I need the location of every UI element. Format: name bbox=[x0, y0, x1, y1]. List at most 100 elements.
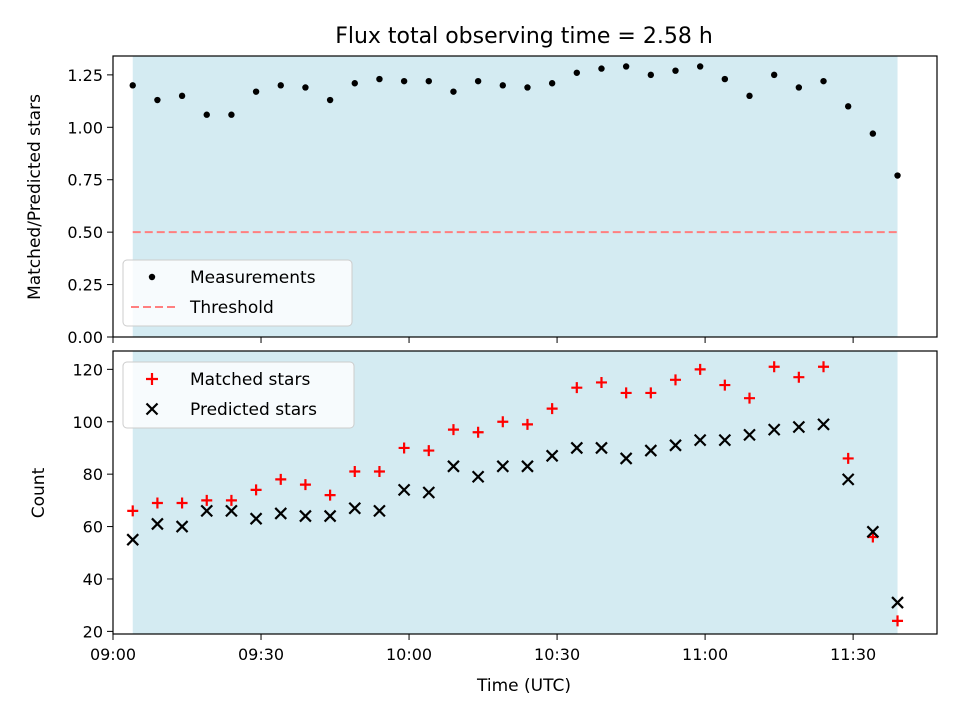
measurement-point bbox=[425, 77, 432, 85]
predicted-point bbox=[570, 441, 584, 455]
predicted-point bbox=[126, 533, 140, 546]
x-tick-label: 11:00 bbox=[682, 645, 728, 664]
measurement-point bbox=[277, 82, 284, 89]
measurement-point bbox=[598, 65, 605, 72]
matched-point bbox=[595, 376, 607, 388]
predicted-point bbox=[397, 483, 411, 497]
predicted-point bbox=[323, 509, 337, 523]
predicted-point bbox=[841, 473, 855, 486]
measurement-point bbox=[129, 82, 136, 89]
matched-point bbox=[176, 497, 188, 509]
y-tick-label: 60 bbox=[83, 518, 103, 537]
panel-counts: 20 40 60 80 100 120 09:00 09:30 10:00 10:30 11:00 1… bbox=[72, 350, 938, 664]
measurement-point bbox=[376, 75, 383, 83]
measurement-point bbox=[450, 88, 457, 95]
matched-point bbox=[250, 484, 262, 496]
predicted-point bbox=[817, 418, 830, 431]
matched-point bbox=[768, 361, 780, 373]
measurement-point bbox=[622, 63, 630, 70]
matched-point bbox=[546, 403, 558, 415]
matched-point bbox=[151, 497, 163, 509]
legend-bottom: Matched stars Predicted stars bbox=[122, 361, 355, 429]
y-tick-label: 20 bbox=[83, 622, 103, 641]
y-axis-label-count: Count bbox=[29, 467, 49, 518]
matched-point bbox=[472, 426, 484, 438]
predicted-point bbox=[299, 509, 312, 523]
predicted-point bbox=[595, 441, 608, 455]
predicted-point bbox=[348, 501, 362, 515]
matched-point bbox=[423, 445, 435, 457]
measurement-point bbox=[326, 96, 334, 104]
legend-box bbox=[122, 259, 353, 327]
chart-title: Flux total observing time = 2.58 h bbox=[335, 24, 713, 49]
x-tick-label: 10:30 bbox=[534, 645, 580, 664]
legend-label: Measurements bbox=[190, 268, 316, 288]
measurement-point bbox=[820, 77, 827, 85]
measurement-point bbox=[203, 111, 210, 118]
legend-box bbox=[122, 361, 355, 429]
predicted-point bbox=[619, 452, 633, 465]
measurement-point bbox=[746, 92, 753, 100]
y-tick-label: 120 bbox=[72, 360, 103, 379]
predicted-point bbox=[373, 504, 386, 518]
y-tick-label: 0.50 bbox=[67, 223, 103, 242]
measurement-point bbox=[474, 77, 482, 85]
y-tick-label: 80 bbox=[83, 465, 103, 484]
legend-measurement-marker bbox=[148, 273, 156, 281]
measurement-point bbox=[228, 111, 235, 118]
measurement-point bbox=[770, 71, 778, 79]
matched-point bbox=[793, 371, 805, 383]
measurement-point bbox=[548, 80, 556, 87]
measurement-point bbox=[795, 84, 803, 91]
legend-predicted-marker bbox=[145, 402, 159, 416]
plot-frame-bottom bbox=[112, 350, 938, 635]
predicted-point bbox=[175, 520, 189, 533]
y-axis-label-ratio: Matched/Predicted stars bbox=[25, 94, 45, 300]
measurement-point bbox=[154, 96, 161, 104]
matched-point bbox=[521, 418, 533, 430]
measurement-point bbox=[302, 84, 309, 91]
matched-point bbox=[645, 387, 657, 399]
x-tick-label: 09:30 bbox=[238, 645, 284, 664]
predicted-point bbox=[521, 460, 534, 473]
measurement-point bbox=[721, 75, 729, 83]
x-tick-label: 10:00 bbox=[386, 645, 432, 664]
predicted-point bbox=[743, 428, 756, 442]
y-tick-label: 0.75 bbox=[67, 171, 103, 190]
measurement-point bbox=[573, 69, 581, 76]
measurement-point bbox=[400, 77, 408, 85]
measurement-point bbox=[524, 84, 531, 91]
predicted-point bbox=[274, 507, 288, 520]
measurement-point bbox=[696, 63, 704, 70]
matched-point bbox=[571, 382, 583, 394]
matched-point bbox=[127, 505, 139, 517]
x-axis-label: Time (UTC) bbox=[476, 676, 571, 696]
predicted-point bbox=[693, 433, 707, 447]
y-tick-label: 0.00 bbox=[67, 328, 103, 347]
matched-point bbox=[694, 363, 706, 375]
measurement-point bbox=[647, 71, 655, 79]
plot-frame-top bbox=[112, 55, 938, 338]
panel-ratio: 0.00 0.25 0.50 0.75 1.00 1.25 Measurements Thre… bbox=[67, 55, 938, 347]
matched-point bbox=[324, 489, 336, 501]
y-tick-label: 1.25 bbox=[67, 66, 103, 85]
legend-label: Matched stars bbox=[190, 370, 310, 390]
predicted-point bbox=[249, 512, 263, 525]
predicted-point bbox=[422, 486, 436, 499]
predicted-point bbox=[151, 517, 164, 531]
predicted-point bbox=[891, 596, 904, 609]
matched-point bbox=[299, 479, 311, 491]
measurement-point bbox=[844, 103, 852, 110]
legend-top: Measurements Threshold bbox=[122, 259, 353, 327]
predicted-point bbox=[496, 460, 510, 473]
matched-point bbox=[620, 387, 632, 399]
predicted-point bbox=[225, 504, 238, 518]
measurement-point bbox=[869, 130, 877, 137]
measurement-point bbox=[351, 80, 358, 87]
measurement-point bbox=[252, 88, 260, 95]
legend-label: Predicted stars bbox=[190, 400, 317, 420]
x-tick-label: 11:30 bbox=[830, 645, 876, 664]
y-tick-label: 40 bbox=[83, 570, 103, 589]
matched-point bbox=[669, 374, 681, 386]
measurement-point bbox=[672, 67, 679, 74]
